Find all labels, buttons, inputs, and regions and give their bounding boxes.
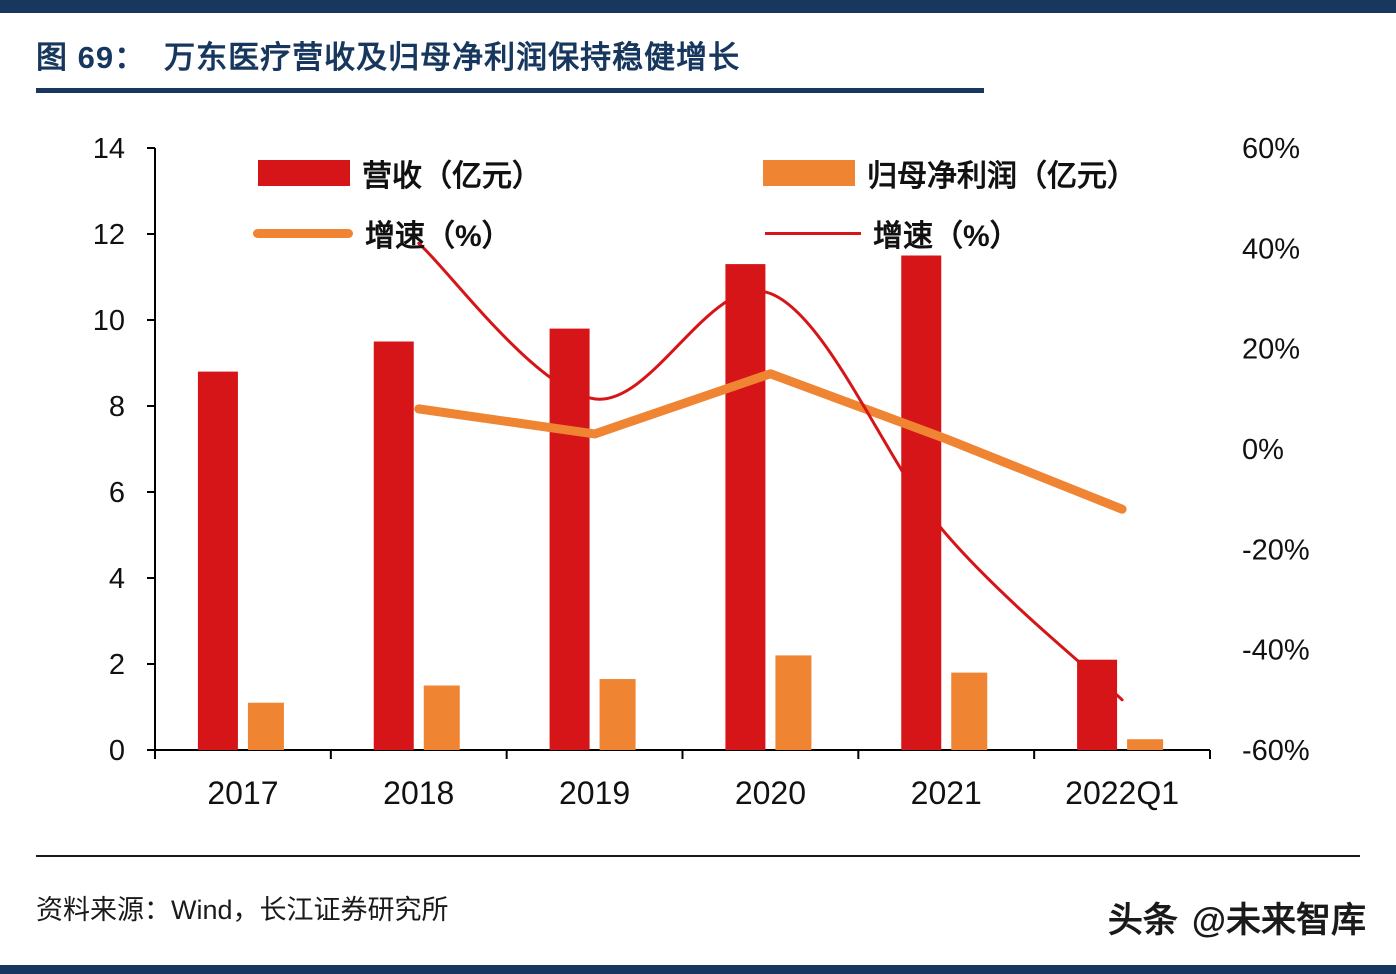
svg-text:14: 14 [93, 133, 125, 165]
legend-item-net-profit: 归母净利润（亿元） [763, 156, 1137, 193]
figure-number: 图 69： [36, 40, 147, 75]
svg-text:6: 6 [109, 477, 125, 509]
title-underline [36, 88, 984, 93]
svg-text:2020: 2020 [735, 775, 806, 811]
legend-label-profit-growth: 增速（%） [873, 220, 1020, 253]
data-source-text: 资料来源：Wind，长江证券研究所 [36, 895, 449, 925]
svg-text:60%: 60% [1242, 133, 1300, 165]
legend-swatch-revenue-bar-icon [258, 160, 350, 186]
svg-text:2019: 2019 [559, 775, 630, 811]
svg-text:-40%: -40% [1242, 635, 1310, 667]
legend-swatch-orange-line-icon [253, 228, 353, 238]
legend-swatch-profit-bar-icon [763, 160, 855, 186]
svg-text:2: 2 [109, 649, 125, 681]
legend-item-profit-growth: 增速（%） [765, 216, 1020, 253]
footer-divider [36, 855, 1360, 857]
bottom-divider-bar [0, 965, 1396, 974]
watermark-handle: @未来智库 [1191, 901, 1366, 940]
svg-text:-20%: -20% [1242, 534, 1310, 566]
legend-label-net-profit: 归母净利润（亿元） [867, 160, 1137, 193]
svg-text:2018: 2018 [383, 775, 454, 811]
svg-text:10: 10 [93, 305, 125, 337]
svg-text:4: 4 [109, 563, 125, 595]
legend-item-revenue: 营收（亿元） [258, 156, 542, 193]
svg-text:2022Q1: 2022Q1 [1065, 775, 1179, 811]
legend-swatch-red-line-icon [765, 231, 861, 235]
legend-label-revenue: 营收（亿元） [362, 160, 542, 193]
svg-text:0%: 0% [1242, 434, 1284, 466]
legend-item-revenue-growth: 增速（%） [253, 216, 512, 253]
svg-text:40%: 40% [1242, 233, 1300, 265]
svg-text:8: 8 [109, 391, 125, 423]
svg-text:2021: 2021 [911, 775, 982, 811]
legend-label-revenue-growth: 增速（%） [365, 220, 512, 253]
top-divider-bar [0, 0, 1396, 13]
svg-text:12: 12 [93, 219, 125, 251]
watermark-brand: 头条 [1107, 901, 1178, 940]
svg-text:0: 0 [109, 735, 125, 767]
figure-title-text: 万东医疗营收及归母净利润保持稳健增长 [164, 40, 741, 75]
watermark: 头条 @未来智库 [1108, 892, 1366, 943]
figure-title: 图 69： 万东医疗营收及归母净利润保持稳健增长 [36, 32, 740, 77]
svg-text:2017: 2017 [207, 775, 278, 811]
svg-text:20%: 20% [1242, 334, 1300, 366]
svg-text:-60%: -60% [1242, 735, 1310, 767]
